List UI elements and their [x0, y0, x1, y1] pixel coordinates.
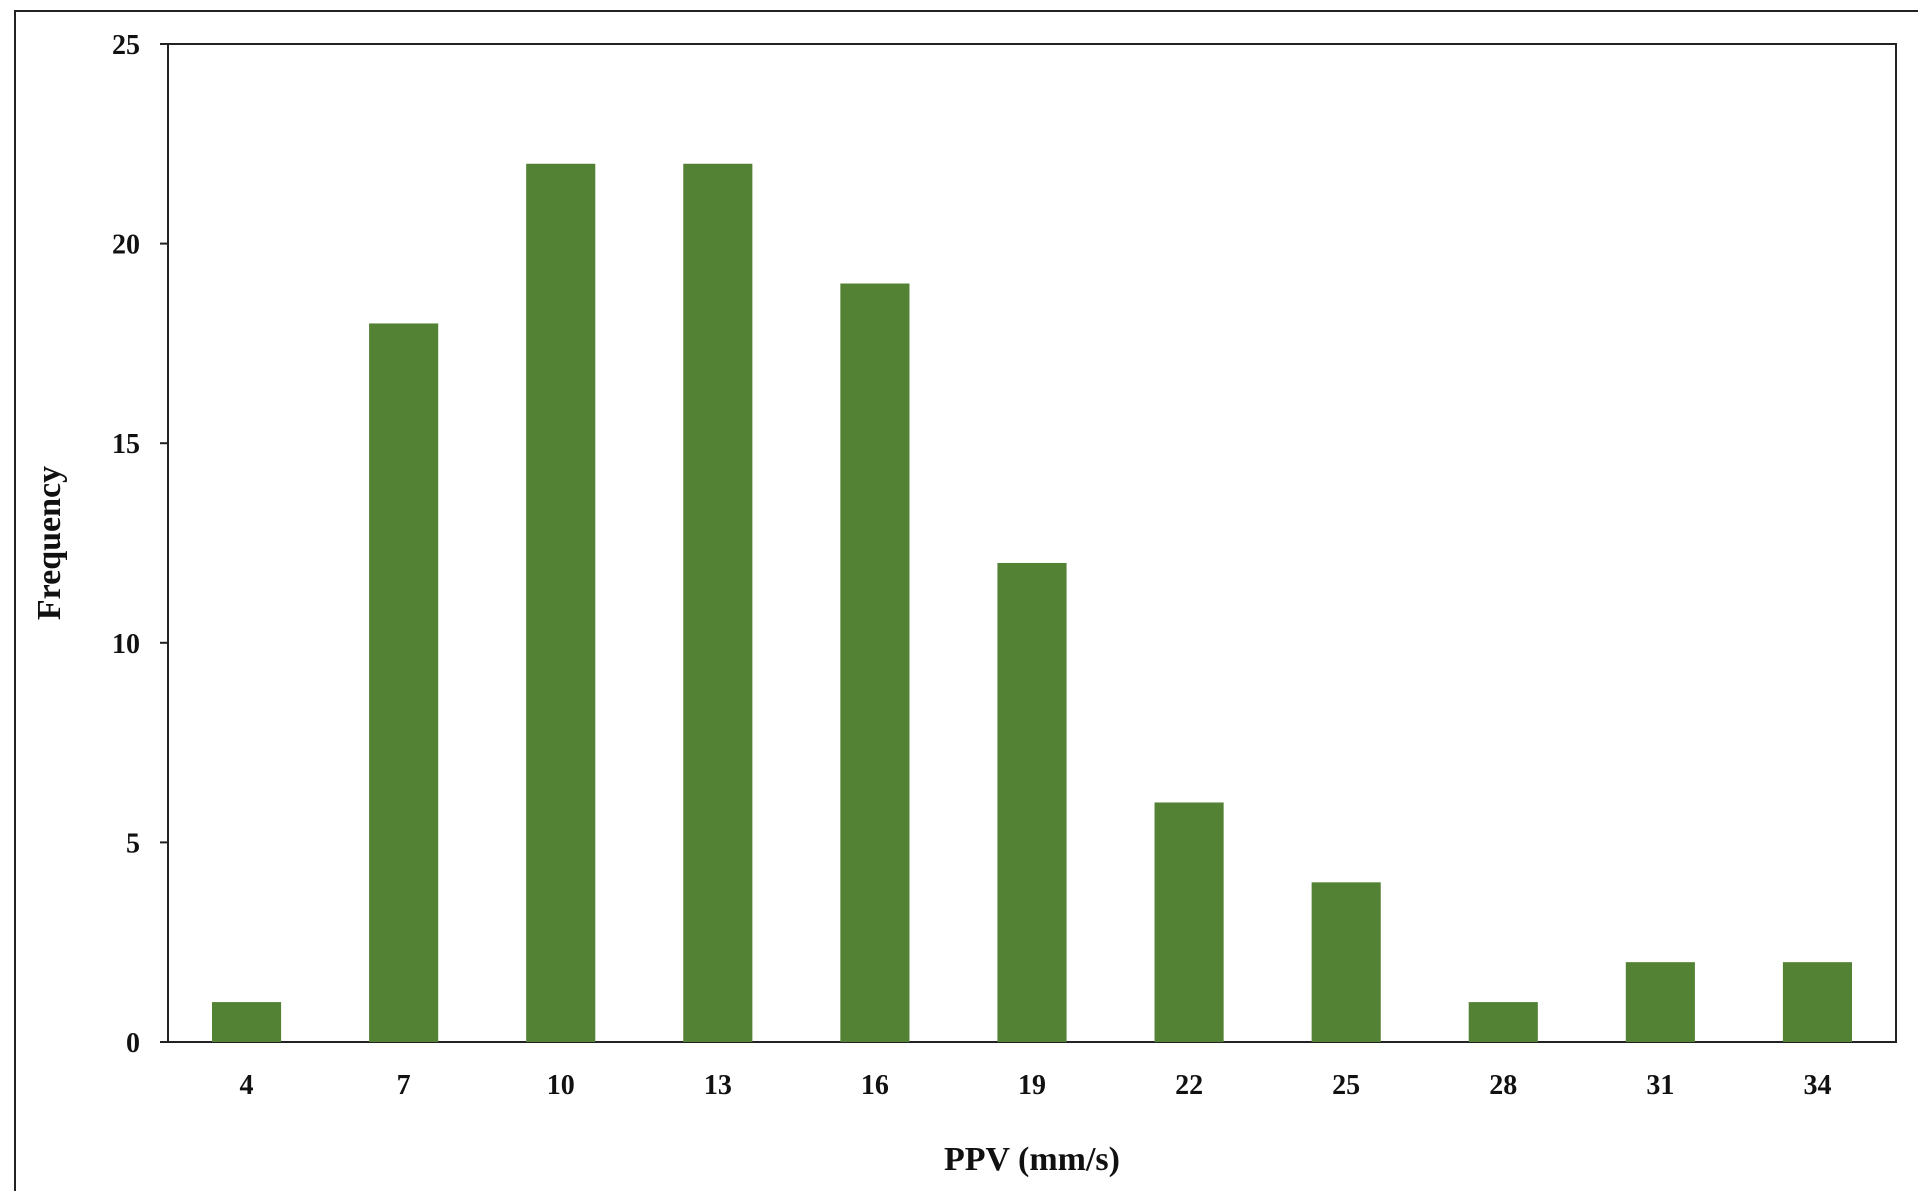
- bar-22: [1154, 802, 1224, 1042]
- y-tick-label: 0: [126, 1028, 140, 1059]
- y-tick-label: 15: [112, 429, 140, 460]
- x-tick-label: 28: [1489, 1070, 1517, 1101]
- chart-frame: [14, 10, 1918, 1191]
- y-axis-title: Frequency: [31, 466, 68, 620]
- bar-16: [840, 283, 910, 1042]
- y-axis-ticks: 0 5 10 15 20 25: [112, 30, 168, 1059]
- x-axis-ticks: 4 7 10 13 16 19 22 25 28 31 34: [240, 1070, 1832, 1101]
- bar-25: [1311, 882, 1381, 1042]
- bar-13: [683, 163, 753, 1042]
- bar-34: [1782, 962, 1853, 1042]
- y-tick-label: 25: [112, 30, 140, 61]
- bars-group: [211, 163, 1853, 1042]
- x-tick-label: 13: [704, 1070, 732, 1101]
- x-tick-label: 31: [1646, 1070, 1674, 1101]
- x-tick-label: 19: [1018, 1070, 1046, 1101]
- x-tick-label: 34: [1803, 1070, 1831, 1101]
- bar-7: [369, 323, 439, 1042]
- bar-28: [1468, 1002, 1538, 1042]
- x-tick-label: 25: [1332, 1070, 1360, 1101]
- y-tick-label: 5: [126, 828, 140, 859]
- bar-10: [526, 163, 596, 1042]
- y-tick-label: 10: [112, 629, 140, 660]
- x-tick-label: 16: [861, 1070, 889, 1101]
- bar-31: [1625, 962, 1695, 1042]
- x-tick-label: 7: [397, 1070, 411, 1101]
- y-tick-label: 20: [112, 230, 140, 261]
- bar-4: [211, 1002, 282, 1042]
- bar-19: [997, 562, 1067, 1042]
- x-tick-label: 22: [1175, 1070, 1203, 1101]
- x-tick-label: 4: [240, 1070, 254, 1101]
- x-axis-title: PPV (mm/s): [944, 1141, 1120, 1178]
- x-tick-label: 10: [547, 1070, 575, 1101]
